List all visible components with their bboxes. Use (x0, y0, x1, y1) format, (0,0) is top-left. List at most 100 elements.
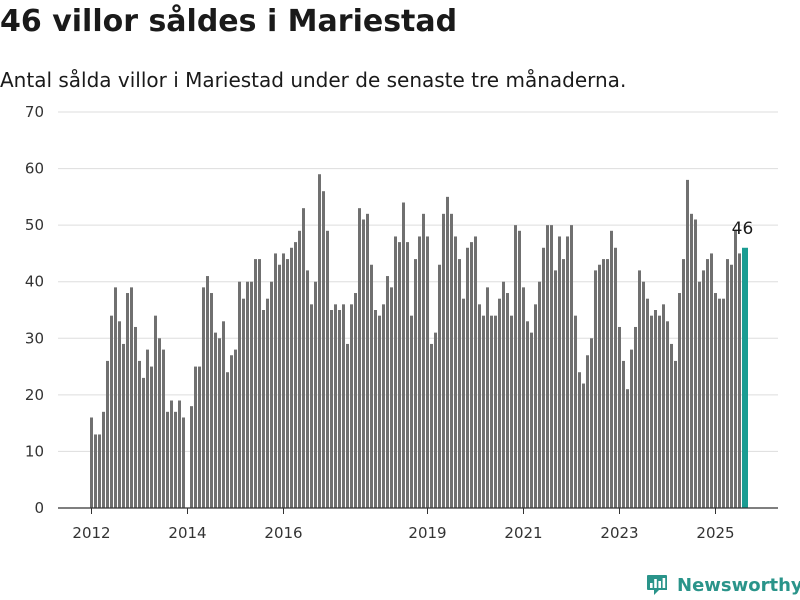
bar (386, 276, 389, 508)
bar (358, 208, 361, 509)
bar (602, 259, 605, 508)
bar (118, 321, 121, 508)
bar (390, 287, 393, 508)
bar-chart-tag-icon (647, 575, 667, 595)
bar (594, 270, 597, 508)
bar (414, 259, 417, 508)
bar (374, 310, 377, 508)
bar (162, 349, 165, 508)
bar (486, 287, 489, 508)
bar-latest (742, 247, 748, 508)
y-tick-label: 40 (25, 273, 44, 291)
bar (738, 253, 741, 508)
bar (466, 247, 469, 508)
bar (554, 270, 557, 508)
bar (254, 259, 257, 508)
bar (686, 179, 689, 508)
bar (426, 236, 429, 508)
bar (94, 434, 97, 508)
bar (598, 264, 601, 508)
bar (418, 236, 421, 508)
bar (434, 332, 437, 508)
bar-chart: 0 10 20 30 40 50 60 70 2012 2014 2016 2019 2021 2023… (25, 103, 778, 542)
bar (150, 366, 153, 508)
bar (270, 281, 273, 508)
bar (586, 355, 589, 508)
bar (310, 304, 313, 508)
bar (234, 349, 237, 508)
x-tick-label: 2023 (600, 524, 638, 542)
bar (394, 236, 397, 508)
bar (402, 202, 405, 508)
bar (126, 293, 129, 508)
bar (170, 400, 173, 508)
x-tick-label: 2019 (408, 524, 446, 542)
bar (674, 360, 677, 508)
bar (606, 259, 609, 508)
bar (330, 310, 333, 508)
bar (154, 315, 157, 508)
bar (522, 287, 525, 508)
x-axis-ticks: 2012 2014 2016 2019 2021 2023 2025 (72, 508, 735, 542)
bar (678, 293, 681, 508)
bar (638, 270, 641, 508)
bar (90, 417, 93, 508)
bar (102, 411, 105, 508)
x-tick-label: 2021 (504, 524, 542, 542)
bar (670, 343, 673, 508)
bar (446, 196, 449, 509)
bar (370, 264, 373, 508)
bar (334, 304, 337, 508)
bar (550, 225, 553, 508)
bar (214, 332, 217, 508)
bar (314, 281, 317, 508)
bar (306, 270, 309, 508)
bars (90, 174, 748, 509)
bar (338, 310, 341, 508)
bar (406, 242, 409, 509)
bar (246, 281, 249, 508)
y-tick-label: 70 (25, 103, 44, 121)
bar (614, 247, 617, 508)
bar (514, 225, 517, 508)
bar (326, 230, 329, 509)
bar (642, 281, 645, 508)
bar (682, 259, 685, 508)
bar (206, 276, 209, 508)
y-tick-label: 20 (25, 386, 44, 404)
bar (138, 360, 141, 508)
y-axis-tick-labels: 0 10 20 30 40 50 60 70 (25, 103, 44, 517)
bar (658, 315, 661, 508)
bar (450, 213, 453, 508)
bar (698, 281, 701, 508)
bar (730, 264, 733, 508)
bar (122, 343, 125, 508)
bar (106, 360, 109, 508)
x-tick-label: 2012 (72, 524, 110, 542)
bar (342, 304, 345, 508)
y-tick-label: 0 (34, 499, 44, 517)
bar (582, 383, 585, 508)
y-tick-label: 30 (25, 329, 44, 347)
bar (222, 321, 225, 508)
bar (318, 174, 321, 509)
bar (534, 304, 537, 508)
bar (518, 230, 521, 509)
bar (322, 191, 325, 508)
bar (702, 270, 705, 508)
bar (346, 343, 349, 508)
bar (262, 310, 265, 508)
bar (182, 417, 185, 508)
bar (230, 355, 233, 508)
bar (226, 372, 229, 508)
bar (366, 213, 369, 508)
brand-name: Newsworthy (677, 574, 800, 596)
bar (474, 236, 477, 508)
y-tick-label: 50 (25, 216, 44, 234)
bar (666, 321, 669, 508)
x-tick-label: 2016 (264, 524, 302, 542)
bar (622, 360, 625, 508)
bar (546, 225, 549, 508)
bar (454, 236, 457, 508)
bar (566, 236, 569, 508)
